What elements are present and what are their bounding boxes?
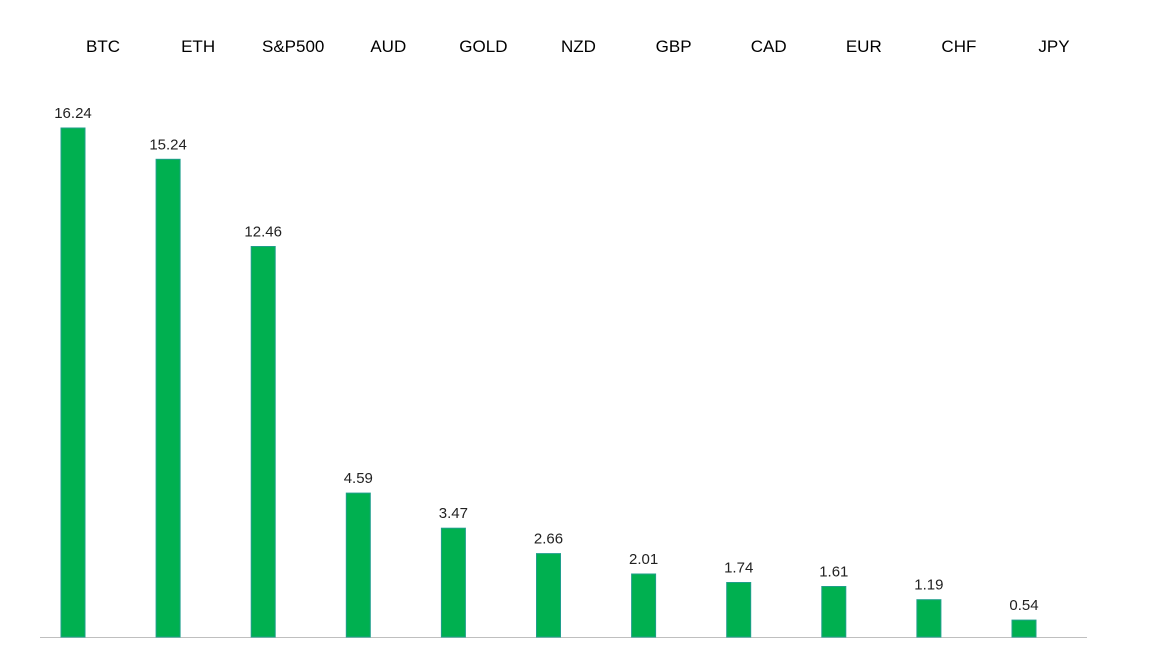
data-label: 15.24 (149, 136, 187, 153)
bar-cad (726, 582, 752, 638)
data-label: 16.24 (54, 105, 92, 122)
category-label: EUR (846, 37, 882, 56)
category-label: S&P500 (262, 37, 324, 56)
category-label: GOLD (459, 37, 507, 56)
bar-gbp (631, 573, 657, 638)
bar-jpy (1011, 619, 1037, 638)
bar-eur (821, 586, 847, 638)
data-label: 1.19 (914, 577, 943, 594)
data-label: 2.01 (629, 551, 658, 568)
bar-aud (345, 492, 371, 638)
category-label: GBP (656, 37, 692, 56)
category-label: NZD (561, 37, 596, 56)
bar-nzd (536, 553, 561, 638)
category-label: AUD (370, 37, 406, 56)
bar-chf (916, 599, 942, 638)
data-label: 1.61 (819, 564, 848, 581)
data-label: 2.66 (534, 531, 563, 548)
category-label: ETH (181, 37, 215, 56)
bar-eth (155, 158, 181, 638)
category-label: CHF (941, 37, 976, 56)
bar-btc (60, 127, 86, 638)
data-label: 3.47 (439, 505, 468, 522)
category-label: BTC (86, 37, 120, 56)
data-label: 4.59 (344, 470, 373, 487)
category-label: JPY (1038, 37, 1069, 56)
bar-gold (440, 527, 466, 638)
data-label: 0.54 (1009, 597, 1038, 614)
category-label: CAD (751, 37, 787, 56)
data-label: 12.46 (244, 224, 282, 241)
data-label: 1.74 (724, 560, 753, 577)
bar-sp500 (250, 246, 276, 638)
